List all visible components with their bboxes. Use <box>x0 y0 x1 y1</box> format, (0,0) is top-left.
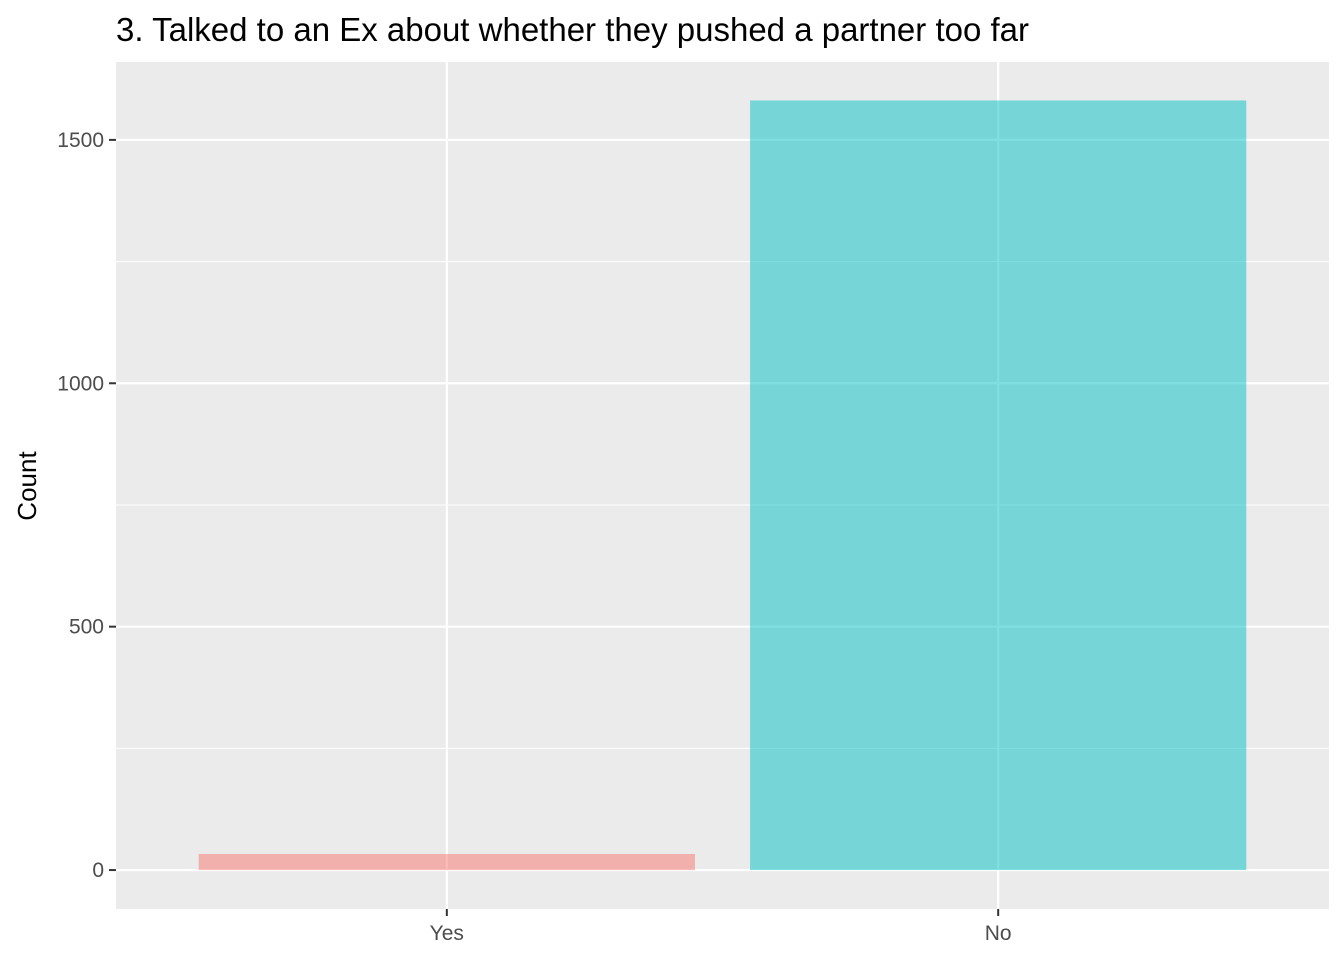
x-tick-label: Yes <box>430 922 464 945</box>
y-tick-label: 1500 <box>57 129 104 152</box>
y-tick-label: 500 <box>69 616 104 639</box>
bar-no <box>750 100 1247 871</box>
x-axis: Yes No <box>430 909 1012 945</box>
y-tick-label: 0 <box>92 859 104 882</box>
bar-yes <box>198 853 695 871</box>
bars <box>198 100 1247 871</box>
x-tick-label: No <box>985 922 1012 945</box>
chart-title: 3. Talked to an Ex about whether they pu… <box>116 11 1029 48</box>
y-tick-label: 1000 <box>57 372 104 395</box>
y-axis: 0 500 1000 1500 <box>57 129 116 882</box>
y-axis-title: Count <box>12 451 42 521</box>
